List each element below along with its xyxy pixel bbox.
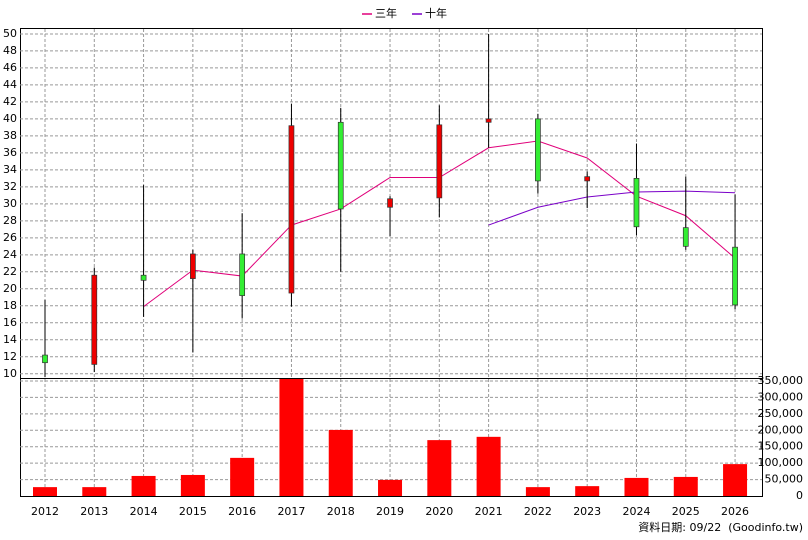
y2-tick-label: 0 (796, 489, 803, 502)
x-tick-label: 2016 (228, 505, 256, 518)
candle-body (633, 178, 640, 228)
y-tick-label: 10 (3, 367, 17, 380)
candle-body (239, 253, 246, 296)
footer: 資料日期: 09/22 (Goodinfo.tw) (638, 520, 803, 534)
y2-tick-label: 50,000 (765, 473, 804, 486)
y2-tick-label: 100,000 (758, 456, 804, 469)
x-tick-label: 2018 (327, 505, 355, 518)
candle-body (485, 118, 492, 123)
y-tick-label: 18 (3, 299, 17, 312)
y-tick-label: 30 (3, 197, 17, 210)
candle-body (387, 198, 393, 208)
volume-bar (476, 436, 501, 496)
x-tick-label: 2019 (376, 505, 404, 518)
candle-body (288, 125, 295, 294)
y-tick-label: 16 (3, 316, 17, 329)
y-tick-label: 42 (3, 95, 17, 108)
candle-body (436, 124, 443, 199)
volume-bar (279, 378, 304, 496)
x-tick-label: 2017 (277, 505, 305, 518)
y2-tick-label: 300,000 (758, 390, 804, 403)
y-tick-label: 44 (3, 78, 17, 91)
x-tick-label: 2024 (622, 505, 650, 518)
volume-bar (673, 476, 698, 496)
y2-tick-label: 150,000 (758, 440, 804, 453)
volume-bar (723, 464, 748, 496)
x-tick-label: 2025 (672, 505, 700, 518)
candle-body (140, 274, 147, 281)
volume-bar (230, 457, 255, 496)
volume-bar (131, 475, 156, 496)
y-tick-label: 34 (3, 163, 17, 176)
y-tick-label: 14 (3, 333, 17, 346)
legend-label: 三年 (375, 6, 397, 20)
y-tick-label: 20 (3, 282, 17, 295)
candle-body (91, 274, 98, 365)
x-tick-label: 2022 (524, 505, 552, 518)
volume-bar (378, 479, 403, 496)
y2-tick-label: 200,000 (758, 423, 804, 436)
y-tick-label: 36 (3, 146, 17, 159)
x-tick-label: 2014 (130, 505, 158, 518)
candle-body (190, 253, 196, 279)
volume-bar (180, 474, 205, 496)
x-tick-label: 2026 (721, 505, 749, 518)
y-tick-label: 46 (3, 61, 17, 74)
y2-tick-label: 250,000 (758, 407, 804, 420)
x-tick-label: 2021 (475, 505, 503, 518)
y-tick-label: 40 (3, 112, 17, 125)
candle-body (337, 121, 344, 210)
y-tick-label: 22 (3, 265, 17, 278)
y-tick-label: 26 (3, 231, 17, 244)
volume-bar (82, 487, 107, 496)
x-tick-label: 2020 (425, 505, 453, 518)
y-tick-label: 24 (3, 248, 17, 261)
x-tick-label: 2012 (31, 505, 59, 518)
volume-bar (328, 429, 353, 496)
candle-body (535, 118, 541, 182)
legend-label: 十年 (425, 6, 447, 20)
volume-bar (525, 487, 550, 496)
x-tick-label: 2015 (179, 505, 207, 518)
candle-body (732, 246, 738, 306)
x-tick-label: 2013 (80, 505, 108, 518)
volume-bar (33, 487, 57, 496)
candle-body (682, 227, 689, 247)
candle-body (42, 354, 48, 364)
y-tick-label: 48 (3, 44, 17, 57)
y2-tick-label: 350,000 (758, 374, 804, 387)
x-tick-label: 2023 (573, 505, 601, 518)
volume-bar (575, 486, 600, 496)
volume-bar (427, 440, 452, 496)
line-series (488, 190, 736, 226)
y-tick-label: 28 (3, 214, 17, 227)
y-tick-label: 50 (3, 27, 17, 40)
volume-bar (624, 477, 649, 496)
y-tick-label: 12 (3, 350, 17, 363)
candle-body (584, 176, 591, 182)
plot-frame (20, 28, 763, 497)
y-tick-label: 38 (3, 129, 17, 142)
y-tick-label: 32 (3, 180, 17, 193)
